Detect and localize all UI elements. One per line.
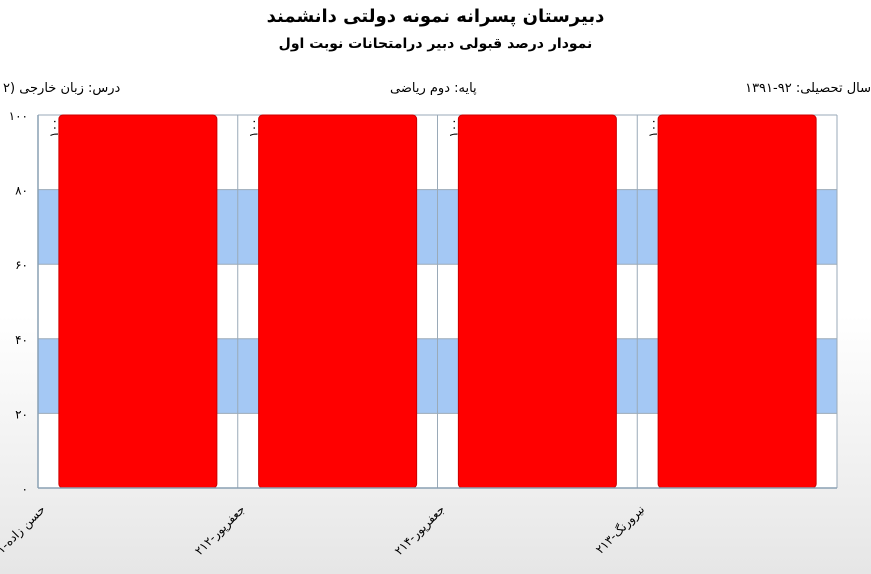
x-tick-label: جعفرپور-۲۱۴ (392, 502, 449, 559)
bar (457, 114, 617, 489)
data-label: ۱۰۰ (646, 118, 660, 137)
grade-label: پایه: دوم ریاضی (390, 81, 477, 96)
chart-subtitle: نمودار درصد قبولی دبیر درامتحانات نوبت ا… (278, 36, 593, 52)
bar (657, 114, 817, 489)
y-tick-label: ۴۰ (15, 333, 28, 347)
data-label: ۱۰۰ (247, 118, 261, 137)
bar (58, 114, 218, 489)
y-tick-label: ۱۰۰ (9, 109, 28, 123)
year-label: سال تحصیلی: ۹۲-۱۳۹۱ (745, 81, 871, 96)
y-tick-label: ۶۰ (15, 258, 28, 272)
x-tick-label: نیرورنگ-۲۱۳ (593, 502, 648, 557)
chart-title: دبیرستان پسرانه نمونه دولتی دانشمند (266, 6, 605, 27)
y-tick-label: ۸۰ (15, 184, 28, 198)
data-label: ۱۰۰ (47, 118, 61, 137)
course-label: درس: زبان خارجی (۲ (3, 81, 121, 96)
x-tick-label: حسن زاده-۲۱۱ (0, 502, 49, 566)
data-label: ۱۰۰ (446, 118, 460, 137)
y-tick-label: ۲۰ (15, 407, 28, 421)
x-tick-label: جعفرپور-۲۱۲ (192, 502, 249, 559)
bar (258, 114, 418, 489)
y-tick-label: ۰ (22, 482, 28, 496)
